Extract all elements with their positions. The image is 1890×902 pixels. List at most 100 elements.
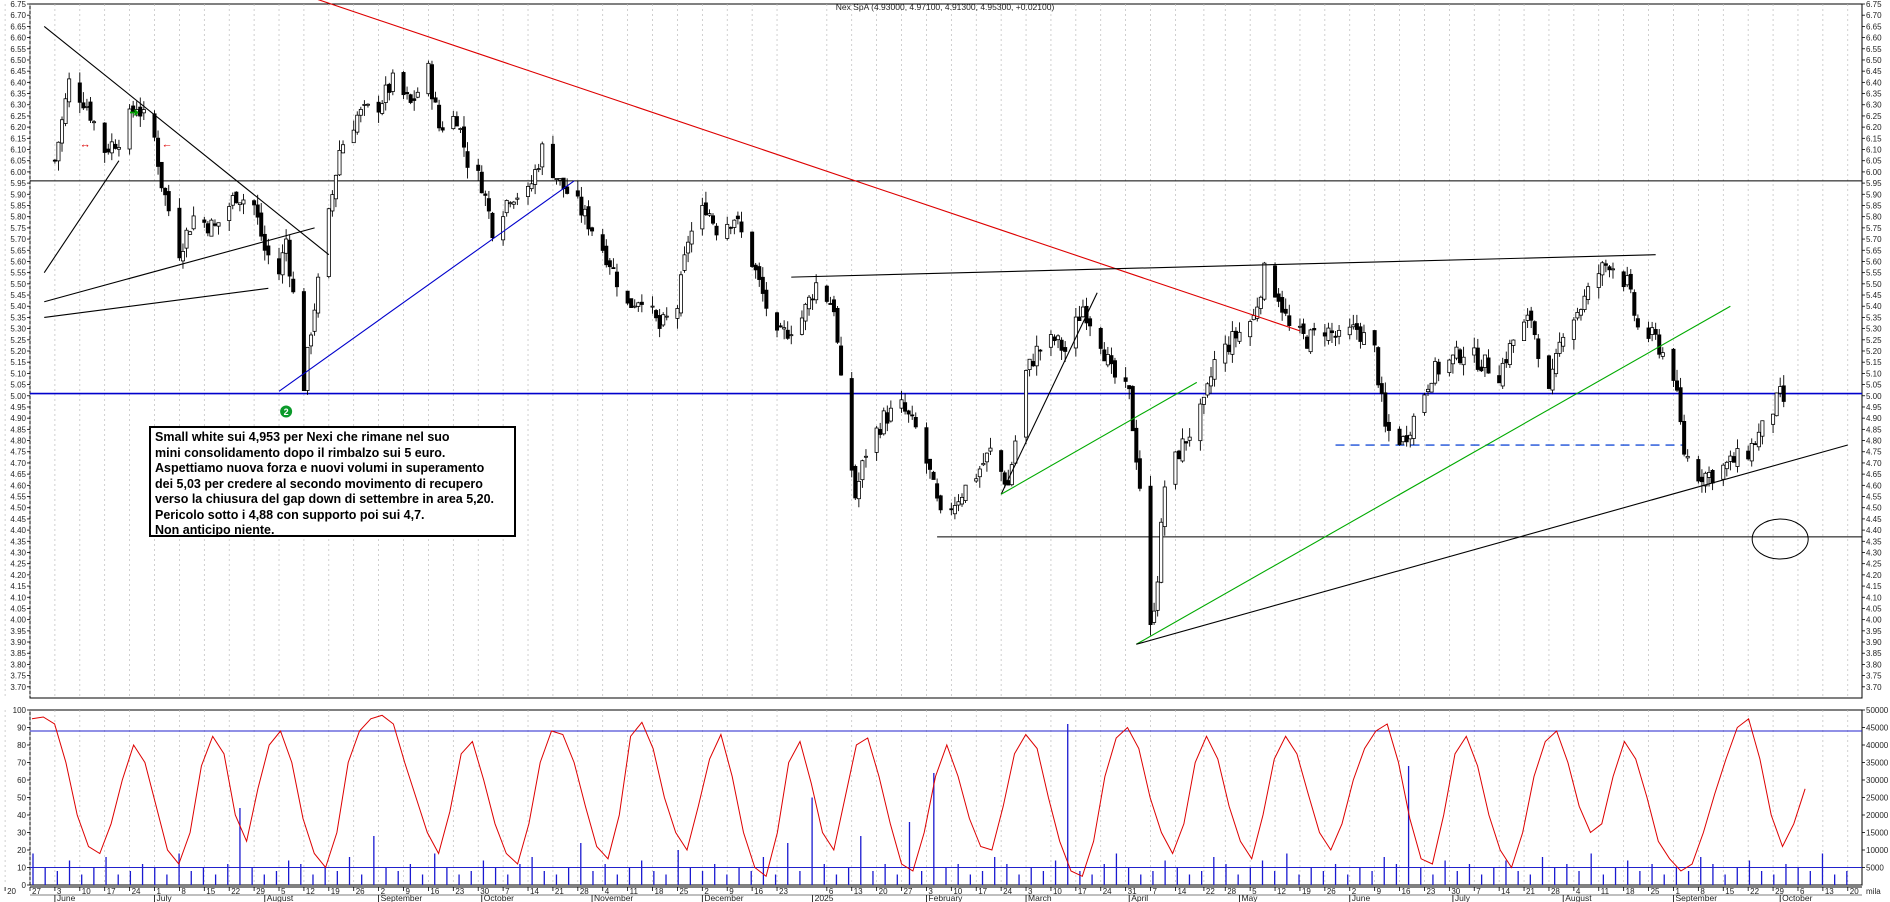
y-tick-label: 4.90 — [1866, 414, 1882, 423]
x-tick-label: 4 — [605, 887, 610, 896]
month-label: September — [381, 893, 423, 902]
candle-body — [312, 309, 317, 332]
candle-body — [675, 308, 680, 319]
y-tick-label: 45000 — [1866, 724, 1889, 733]
y-tick-label: 6.15 — [10, 134, 26, 143]
x-tick-label: 6 — [829, 887, 834, 896]
y-tick-label: 6.25 — [10, 112, 26, 121]
candle-body — [1582, 295, 1587, 310]
y-tick-label: 6.75 — [10, 0, 26, 9]
candle-body — [277, 258, 282, 275]
candle-body — [1379, 383, 1384, 394]
y-tick-label: 3.85 — [1866, 649, 1882, 658]
trendline — [1136, 444, 1848, 645]
candle-body — [209, 219, 214, 237]
y-tick-label: 80 — [17, 741, 26, 750]
candle-body — [906, 410, 911, 415]
x-tick-label: 23 — [779, 887, 788, 896]
candle-body — [750, 231, 755, 267]
candle-body — [1358, 326, 1363, 342]
candle-body — [1699, 476, 1704, 483]
candle-body — [1177, 450, 1182, 460]
candle-body — [1621, 271, 1626, 288]
y-tick-label: 60 — [17, 776, 26, 785]
candle-body — [159, 161, 164, 189]
candle-body — [166, 191, 171, 212]
y-tick-label: 4.85 — [10, 425, 26, 434]
x-tick-label: 16 — [754, 887, 763, 896]
y-tick-label: 4.85 — [1866, 425, 1882, 434]
candle-body — [405, 92, 410, 95]
candle-body — [1408, 434, 1413, 440]
month-label: April — [1131, 893, 1148, 902]
candle-body — [67, 78, 72, 103]
y-tick-label: 6.45 — [1866, 67, 1882, 76]
x-tick-label: 17 — [1078, 887, 1087, 896]
candle-body — [515, 197, 520, 200]
x-tick-label: 3 — [57, 887, 62, 896]
candle-body — [1749, 442, 1754, 462]
candle-body — [938, 495, 943, 511]
candle-body — [92, 121, 97, 124]
x-tick-label: 27 — [32, 887, 41, 896]
y-tick-label: 4.95 — [1866, 403, 1882, 412]
y-tick-label: 4.35 — [1866, 537, 1882, 546]
y-tick-label: 4.65 — [10, 470, 26, 479]
candle-body — [732, 219, 737, 228]
x-tick-label: 26 — [1327, 887, 1336, 896]
y-tick-label: 4.50 — [10, 504, 26, 513]
candle-body — [529, 183, 534, 190]
candle-body — [949, 508, 954, 511]
candle-body — [1778, 386, 1783, 394]
candle-body — [1635, 318, 1640, 328]
note-line-3: Aspettiamo nuova forza e nuovi volumi in… — [155, 461, 485, 475]
candle-body — [789, 334, 794, 337]
candle-body — [326, 208, 331, 277]
candle-body — [486, 198, 491, 212]
candle-body — [927, 458, 932, 470]
candle-body — [707, 213, 712, 216]
y-tick-label: 4.35 — [10, 537, 26, 546]
candle-body — [1073, 316, 1078, 349]
y-tick-label: 5.50 — [1866, 280, 1882, 289]
y-tick-label: 50 — [17, 794, 26, 803]
candle-body — [483, 193, 488, 196]
candle-body — [1554, 353, 1559, 375]
x-tick-label: 12 — [306, 887, 315, 896]
candle-body — [799, 317, 804, 335]
candle-body — [1454, 346, 1459, 359]
month-label: October — [1782, 893, 1812, 902]
x-tick-label: 18 — [1626, 887, 1635, 896]
candle-body — [814, 282, 819, 301]
y-tick-label: 5.95 — [1866, 179, 1882, 188]
y-tick-label: 5.00 — [1866, 392, 1882, 401]
candle-body — [1024, 370, 1029, 438]
candle-body — [611, 267, 616, 270]
x-tick-label: 28 — [1551, 887, 1560, 896]
y-tick-label: 4.80 — [1866, 437, 1882, 446]
x-tick-label: 24 — [1103, 887, 1112, 896]
candle-body — [1297, 325, 1302, 328]
x-tick-label: 21 — [1526, 887, 1535, 896]
candle-body — [465, 151, 470, 168]
y-tick-label: 5.15 — [10, 358, 26, 367]
candle-body — [1112, 360, 1117, 378]
candle-body — [1180, 438, 1185, 462]
candle-body — [725, 223, 730, 239]
candle-body — [1685, 455, 1690, 459]
candle-body — [102, 122, 107, 153]
y-tick-label: 3.90 — [1866, 638, 1882, 647]
x-tick-label: 4 — [1576, 887, 1581, 896]
x-tick-label: 7 — [505, 887, 510, 896]
y-tick-label: 5.80 — [1866, 213, 1882, 222]
candle-body — [1034, 345, 1039, 367]
candle-body — [287, 239, 292, 277]
candle-body — [1479, 366, 1484, 372]
candle-body — [654, 310, 659, 319]
x-tick-label: 28 — [1227, 887, 1236, 896]
candle-body — [565, 186, 570, 194]
candle-body — [1603, 263, 1608, 266]
candle-body — [540, 143, 545, 168]
y-tick-label: 35000 — [1866, 759, 1889, 768]
candle-body — [1578, 309, 1583, 316]
